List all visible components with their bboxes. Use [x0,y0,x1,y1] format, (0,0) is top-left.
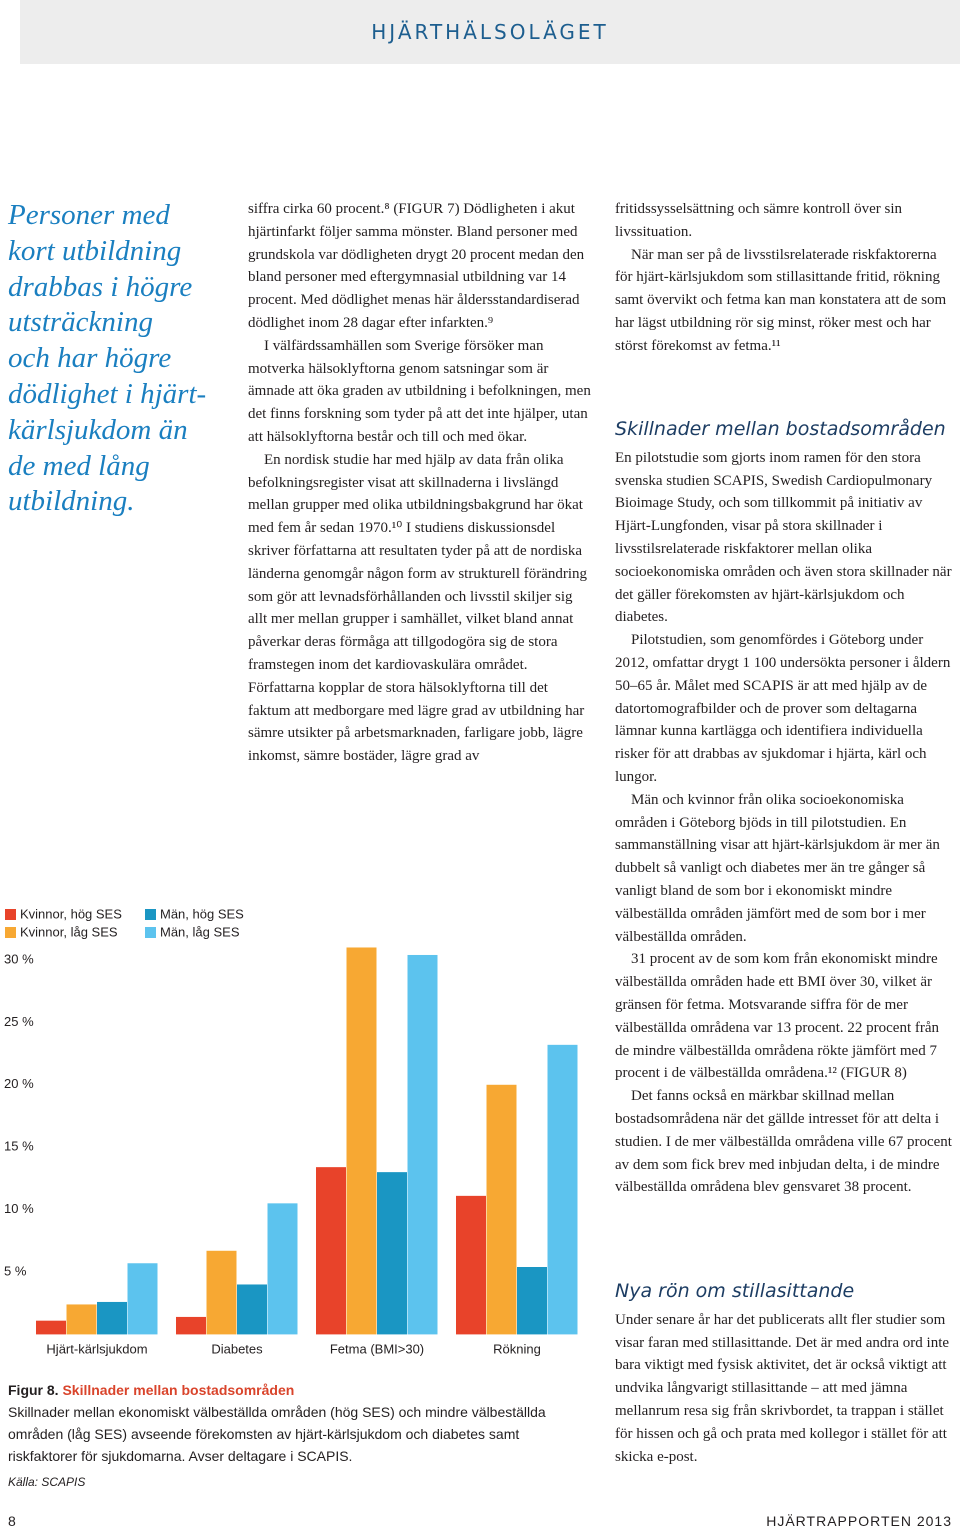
legend-label: Kvinnor, låg SES [20,924,118,939]
quote-line: kort utbildning [8,234,182,267]
y-tick-label: 5 % [4,1263,27,1278]
bar [267,1203,298,1335]
bar [237,1284,267,1335]
column: fritidssysselsättning och sämre kontroll… [615,198,955,358]
bar [206,1250,237,1335]
chart: 5 % 10 % 15 % 20 % 25 % 30 % Kvinnor, hög SES K… [4,906,578,1356]
bar [346,947,377,1335]
paragraph: siffra cirka 60 procent.⁸ (FIGUR 7) Dödl… [248,201,585,331]
bar [316,1167,346,1335]
quote-line: de med lång [8,449,150,482]
section: Skillnader mellan bostadsområden En pilot… [615,418,955,1199]
y-tick-label: 10 % [4,1201,34,1216]
paragraph: När man ser på de livsstilsrelaterade ri… [615,246,947,354]
legend-swatch [145,927,156,938]
legend-label: Män, hög SES [160,906,244,921]
bar [36,1320,66,1335]
bar [377,1172,407,1335]
y-tick-label: 25 % [4,1014,34,1029]
caption-source: Källa: SCAPIS [8,1475,86,1489]
paragraph: Det fanns också en märkbar skillnad mell… [615,1088,952,1196]
quote-line: utsträckning [8,306,153,339]
paragraph: En pilotstudie som gjorts inom ramen för… [615,449,952,626]
bar [97,1301,127,1335]
pull-quote: Personer med kort utbildning drabbas i hög… [8,198,206,520]
legend-label: Kvinnor, hög SES [20,906,122,921]
x-tick-label: Hjärt-kärlsjukdom [46,1341,147,1356]
header: HJÄRTHÄLSOLÄGET [20,0,960,64]
bar [407,954,438,1335]
bar [547,1044,578,1335]
section: Nya rön om stillasittande Under senare år… [615,1280,955,1468]
caption: Figur 8. Skillnader mellan bostadsområde… [8,1379,568,1493]
bar [66,1304,97,1335]
legend-swatch [5,927,16,938]
section-heading: Skillnader mellan bostadsområden [615,418,946,440]
paragraph: 31 procent av de som kom från ekonomiskt… [615,951,940,1082]
y-tick-label: 20 % [4,1076,34,1091]
caption-title: Skillnader mellan bostadsområden [62,1382,295,1398]
y-tick-label: 30 % [4,951,34,966]
x-tick-label: Rökning [493,1341,541,1356]
quote-line: och har högre [8,342,172,375]
paragraph: fritidssysselsättning och sämre kontroll… [615,201,903,240]
paragraph: Pilotstudien, som genomfördes i Göteborg… [615,632,951,785]
paragraph: Under senare år har det publicerats allt… [615,1311,950,1465]
y-tick-label: 15 % [4,1139,34,1154]
bar [486,1084,517,1335]
legend-swatch [5,909,16,920]
bar [456,1195,486,1335]
caption-text: Skillnader mellan ekonomiskt välbeställd… [8,1404,546,1464]
paragraph: I välfärdssamhällen som Sverige försöker… [248,337,591,445]
header-title: HJÄRTHÄLSOLÄGET [371,20,609,44]
caption-label: Figur 8. [8,1382,59,1398]
x-tick-label: Fetma (BMI>30) [330,1341,424,1356]
quote-line: dödlighet i hjärt- [8,377,207,410]
publication: HJÄRTRAPPORTEN 2013 [766,1513,952,1529]
legend-swatch [145,909,156,920]
bar [176,1316,206,1335]
bar [127,1263,158,1335]
page-number: 8 [8,1513,17,1529]
bar [517,1267,547,1335]
paragraph: Män och kvinnor från olika socioekonomis… [615,791,940,945]
quote-line: utbildning. [8,485,135,518]
quote-line: kärlsjukdom än [8,413,188,446]
quote-line: drabbas i högre [8,270,193,303]
section-heading: Nya rön om stillasittande [615,1280,855,1302]
column: siffra cirka 60 procent.⁸ (FIGUR 7) Dödl… [248,198,592,768]
paragraph: En nordisk studie har med hjälp av data … [248,451,588,765]
legend-label: Män, låg SES [160,924,240,939]
quote-line: Personer med [8,199,170,231]
x-tick-label: Diabetes [211,1341,263,1356]
